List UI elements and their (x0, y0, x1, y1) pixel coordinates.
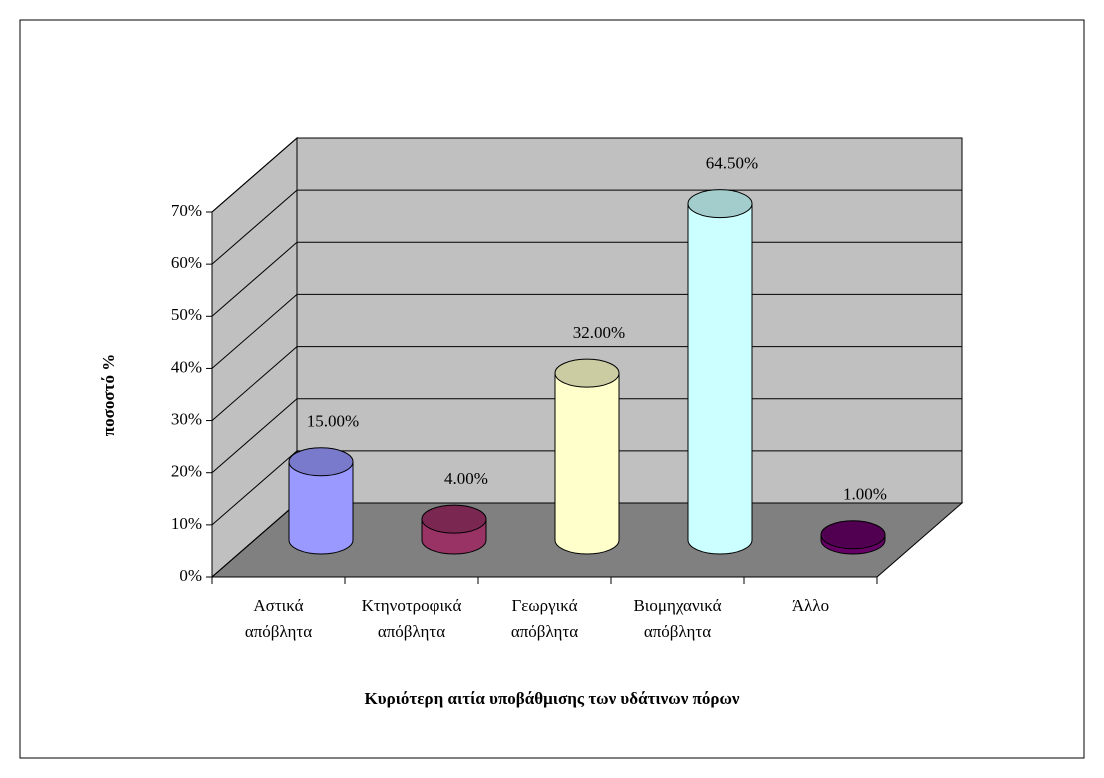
x-tick-label: Άλλο (792, 596, 829, 615)
x-tick-label: Βιομηχανικά απόβλητα (633, 596, 721, 641)
x-tick-label-line: Κτηνοτροφικά (362, 596, 462, 615)
grid-line (211, 137, 298, 213)
bar-top-shade (422, 505, 486, 534)
value-label: 4.00% (444, 469, 488, 488)
x-tick-label: Κτηνοτροφικά απόβλητα (362, 596, 462, 641)
y-tick-label: 60% (171, 253, 202, 272)
x-tick-label-line: Αστικά (253, 596, 303, 615)
bar (554, 372, 620, 555)
y-tick-label: 40% (171, 357, 202, 376)
value-label: 32.00% (573, 323, 625, 342)
grid-line (211, 189, 298, 265)
bar-top-shade (688, 189, 752, 218)
bar-top-shade (821, 520, 885, 549)
x-tick-label-line: Βιομηχανικά (633, 596, 721, 615)
y-tick-label: 20% (171, 462, 202, 481)
value-label: 1.00% (843, 485, 887, 504)
grid-line (211, 294, 298, 369)
x-tick-label-line: Άλλο (792, 596, 829, 615)
bar-top (554, 358, 620, 388)
x-tick-label-line: απόβλητα (245, 622, 312, 641)
y-tick-label: 50% (171, 305, 202, 324)
y-tick-label: 70% (171, 201, 202, 220)
x-axis-title: Κυριότερη αιτία υποβάθμισης των υδάτινων… (365, 689, 740, 708)
y-tick-label: 0% (179, 566, 202, 585)
value-label: 15.00% (307, 412, 359, 431)
x-tick-label: Αστικά απόβλητα (245, 596, 312, 641)
x-tick-label-line: απόβλητα (378, 622, 445, 641)
y-tick-label: 30% (171, 409, 202, 428)
bar-top-shade (289, 447, 353, 476)
bar (687, 203, 753, 555)
bar-top (687, 189, 753, 219)
grid-line (211, 502, 298, 578)
x-tick-label: Γεωργικά απόβλητα (511, 596, 578, 641)
back-wall (296, 137, 963, 504)
grid-line (211, 398, 298, 474)
x-tick-label-line: απόβλητα (511, 622, 578, 641)
grid-line (211, 346, 298, 421)
x-tick-label-line: απόβλητα (644, 622, 711, 641)
grid-line (211, 450, 298, 526)
bar-top (820, 520, 886, 550)
bar-top-shade (555, 359, 619, 388)
bar-top (421, 504, 487, 534)
bar-top (288, 447, 354, 477)
bar (288, 461, 354, 555)
y-axis-title: ποσοστό % (99, 354, 118, 436)
y-tick-label: 10% (171, 514, 202, 533)
value-label: 64.50% (706, 154, 758, 173)
x-tick-label-line: Γεωργικά (511, 596, 577, 615)
grid-line (211, 241, 298, 317)
